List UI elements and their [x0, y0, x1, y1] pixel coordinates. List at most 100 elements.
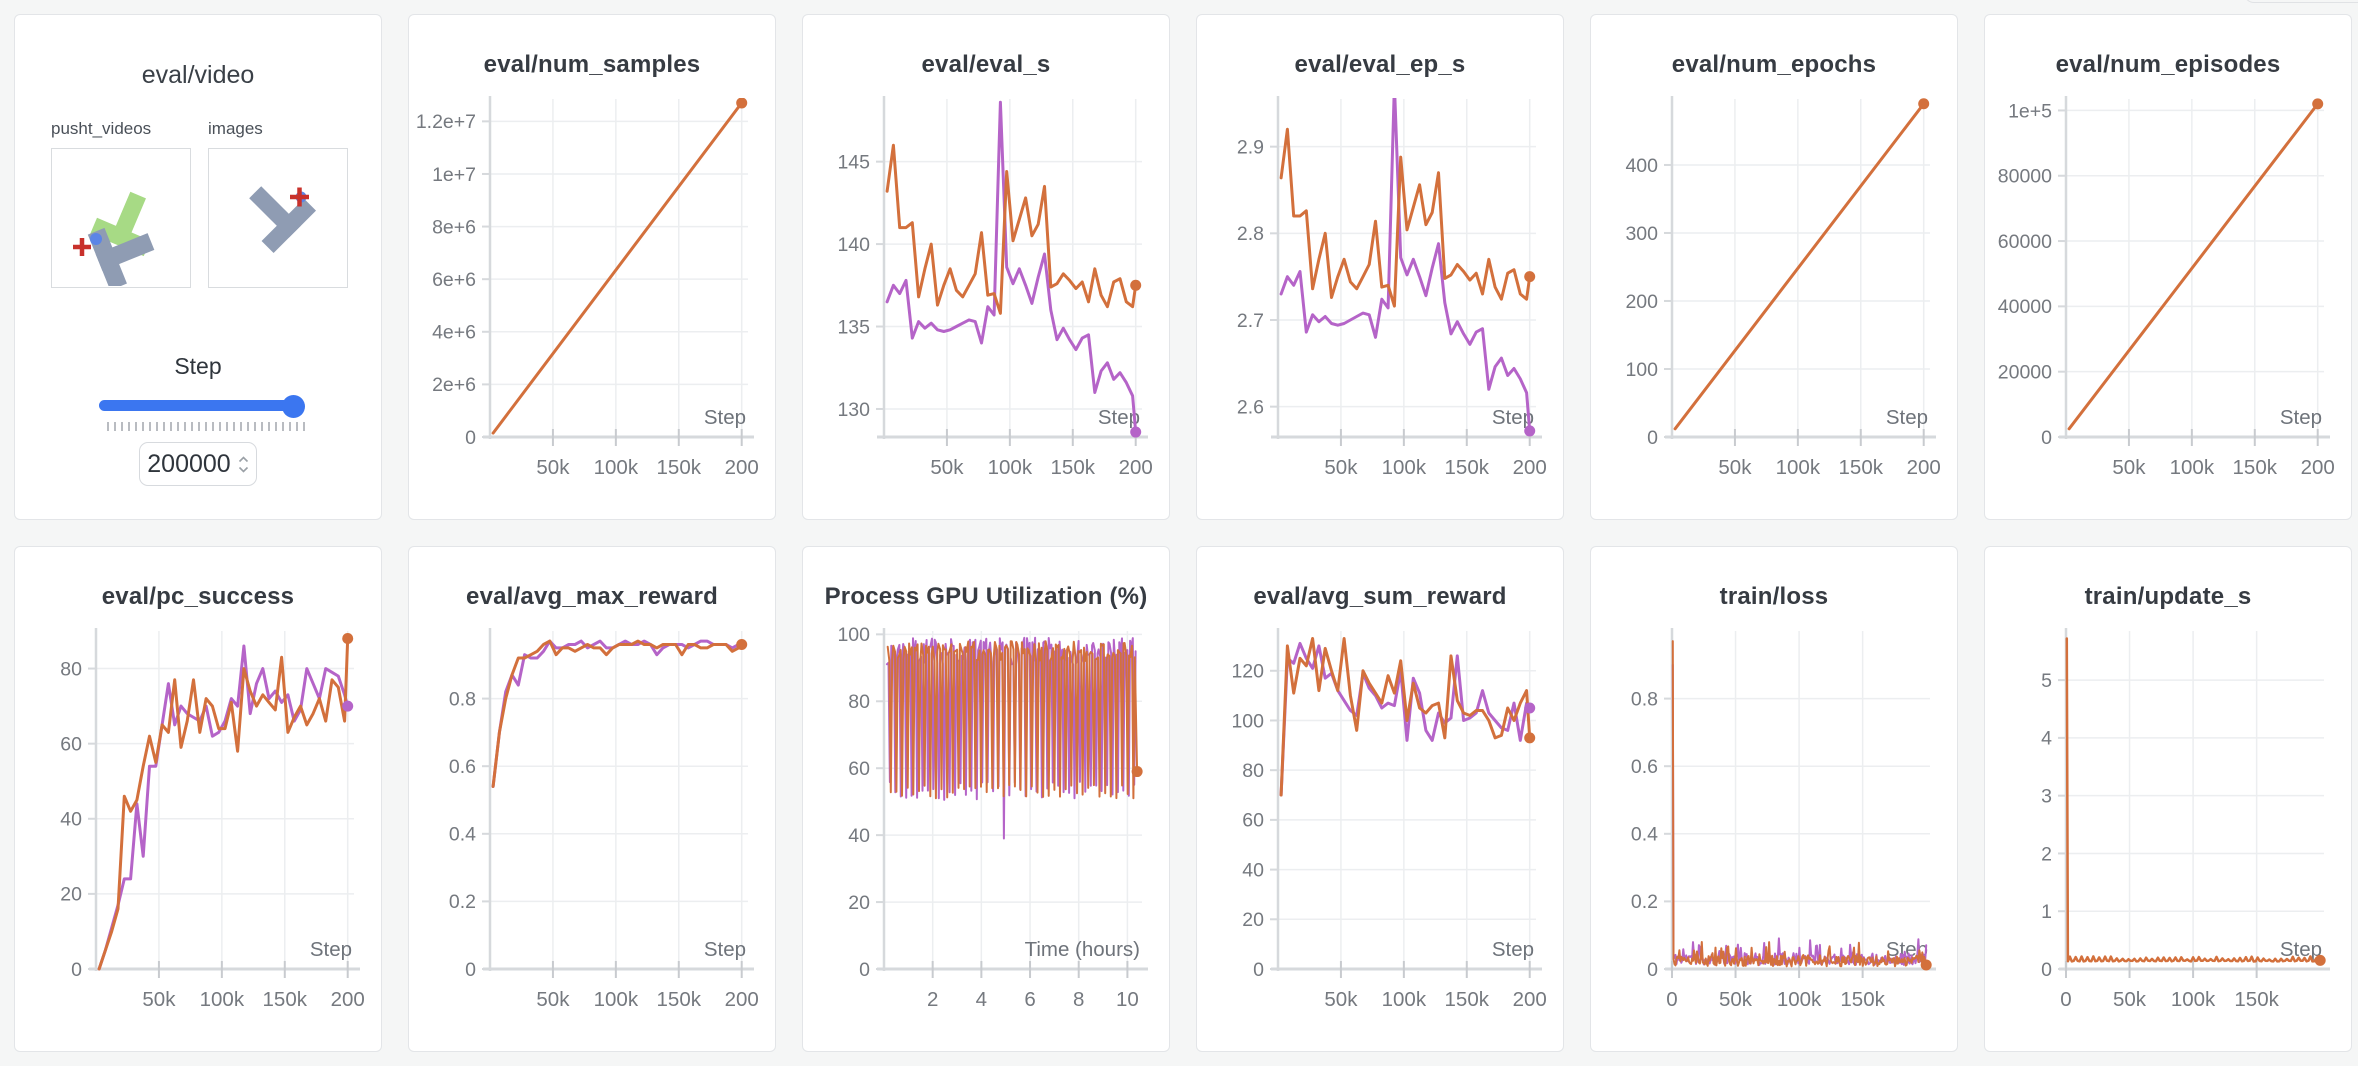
chart-canvas[interactable]: 0 20 40 60 80 50k 100k 150k 200 Step — [16, 619, 381, 1015]
x-axis-label: Time (hours) — [1024, 938, 1139, 961]
svg-text:1e+5: 1e+5 — [2008, 100, 2052, 122]
chart-canvas[interactable]: 0 20 40 60 80 100 2 4 6 8 10 Time (hours) — [804, 619, 1169, 1015]
chevron-up-icon[interactable] — [238, 455, 249, 463]
pusht-scene-video-frame — [73, 191, 155, 291]
chart-panel-eval-avg-sum-reward: eval/avg_sum_reward 0 20 40 60 80 100 120 50k 100… — [1196, 546, 1564, 1052]
svg-text:1: 1 — [2041, 901, 2052, 923]
chart-canvas[interactable]: 0 100 200 300 400 50k 100k 150k 200 Step — [1592, 87, 1957, 483]
media-label: images — [208, 119, 263, 138]
svg-text:0.8: 0.8 — [448, 688, 475, 710]
endpoint-dot-orange — [341, 633, 353, 645]
svg-text:200: 200 — [1512, 988, 1546, 1011]
chart-title: eval/pc_success — [101, 583, 295, 610]
svg-text:400: 400 — [1625, 155, 1658, 177]
x-axis-label: Step — [2279, 406, 2321, 429]
svg-text:0: 0 — [1666, 988, 1677, 1011]
svg-text:130: 130 — [837, 399, 870, 421]
svg-text:200: 200 — [1625, 291, 1658, 313]
svg-text:50k: 50k — [1718, 456, 1752, 479]
svg-text:40: 40 — [848, 825, 870, 847]
chart-title: eval/num_episodes — [2055, 51, 2281, 78]
chart-title: eval/num_samples — [483, 51, 701, 78]
endpoint-dot-purple — [1129, 426, 1141, 438]
chart-title: train/loss — [1719, 583, 1829, 610]
image-thumbnail[interactable] — [208, 148, 348, 288]
chart-canvas[interactable]: 0 1 2 3 4 5 0 50k 100k 150k Step — [1986, 619, 2351, 1015]
svg-text:20: 20 — [848, 892, 870, 914]
chevron-down-icon[interactable] — [238, 466, 249, 473]
chart-panel-eval-num-epochs: eval/num_epochs 0 100 200 300 400 50k 100k 150k 2… — [1590, 14, 1958, 520]
svg-text:150k: 150k — [2234, 988, 2279, 1011]
endpoint-dot-orange — [2314, 954, 2326, 966]
svg-text:150k: 150k — [1444, 988, 1489, 1011]
svg-text:100k: 100k — [1775, 456, 1820, 479]
chart-canvas[interactable]: 0 0.2 0.4 0.6 0.8 50k 100k 150k 200 Step — [410, 619, 775, 1015]
chart-title: eval/eval_s — [921, 51, 1051, 78]
chart-canvas[interactable]: 130 135 140 145 50k 100k 150k 200 Step — [804, 87, 1169, 483]
chart-panel-train-loss: train/loss 0 0.2 0.4 0.6 0.8 0 50k 100k 150k Step — [1590, 546, 1958, 1052]
svg-text:80: 80 — [1242, 760, 1264, 782]
svg-text:135: 135 — [837, 316, 870, 338]
svg-text:60: 60 — [1242, 810, 1264, 832]
endpoint-dot-purple — [341, 700, 353, 712]
svg-text:0.8: 0.8 — [1630, 688, 1657, 710]
x-axis-label: Step — [1491, 406, 1533, 429]
chart-canvas[interactable]: 0 20000 40000 60000 80000 1e+5 50k 100k 150k 200 S… — [1986, 87, 2351, 483]
series-purple — [1279, 98, 1531, 433]
slider-track[interactable] — [99, 400, 301, 411]
endpoint-dot-orange — [1131, 766, 1143, 778]
svg-text:50k: 50k — [2113, 988, 2147, 1011]
chart-canvas[interactable]: 0 2e+6 4e+6 6e+6 8e+6 1e+7 1.2e+7 50k 100k 150k 20… — [410, 87, 775, 483]
media-row: pusht_videos — [51, 119, 348, 291]
series-orange — [1673, 102, 1925, 431]
pusht-scene-image — [249, 186, 317, 254]
svg-text:1e+7: 1e+7 — [432, 164, 476, 186]
svg-text:2e+6: 2e+6 — [432, 374, 476, 396]
endpoint-dot-orange — [1920, 959, 1932, 971]
svg-text:0: 0 — [465, 959, 476, 981]
svg-text:150k: 150k — [2232, 456, 2277, 479]
svg-text:4e+6: 4e+6 — [432, 322, 476, 344]
svg-text:0: 0 — [1253, 959, 1264, 981]
svg-text:150k: 150k — [1444, 456, 1489, 479]
chart-canvas[interactable]: 2.6 2.7 2.8 2.9 50k 100k 150k 200 Step — [1198, 87, 1563, 483]
svg-text:140: 140 — [837, 234, 870, 256]
svg-text:0.6: 0.6 — [448, 756, 475, 778]
chart-panel-eval-eval-s: eval/eval_s 130 135 140 145 50k 100k 150k 200 Ste… — [802, 14, 1170, 520]
media-pusht-videos: pusht_videos — [51, 119, 191, 291]
series-purple — [491, 639, 743, 788]
endpoint-dot-orange — [1523, 271, 1535, 283]
chart-panel-eval-pc-success: eval/pc_success 0 20 40 60 80 50k 100k 150k 200 St… — [14, 546, 382, 1052]
step-slider[interactable] — [99, 395, 307, 431]
step-slider-label: Step — [174, 353, 222, 379]
slider-thumb[interactable] — [282, 395, 305, 418]
svg-text:100k: 100k — [593, 456, 638, 479]
panel-grid: eval/video pusht_videos — [14, 14, 2352, 1052]
svg-text:200: 200 — [724, 988, 758, 1011]
svg-text:300: 300 — [1625, 223, 1658, 245]
endpoint-dot-purple — [1523, 425, 1535, 437]
series-orange — [2065, 637, 2321, 963]
video-thumbnail[interactable] — [51, 148, 191, 291]
series-orange — [1279, 127, 1531, 308]
svg-text:1.2e+7: 1.2e+7 — [415, 111, 475, 133]
x-axis-label: Step — [1097, 406, 1139, 429]
number-stepper[interactable] — [238, 455, 249, 473]
svg-text:50k: 50k — [1324, 456, 1358, 479]
step-number-input[interactable]: 200000 — [139, 442, 257, 486]
svg-text:8: 8 — [1073, 988, 1084, 1011]
series-orange — [1671, 640, 1927, 968]
series-orange — [491, 101, 743, 435]
media-label: pusht_videos — [51, 119, 152, 138]
svg-text:200: 200 — [724, 456, 758, 479]
svg-text:10: 10 — [1115, 988, 1138, 1011]
svg-text:50k: 50k — [1719, 988, 1753, 1011]
chart-canvas[interactable]: 0 20 40 60 80 100 120 50k 100k 150k 200 Step — [1198, 619, 1563, 1015]
slider-ticks — [107, 422, 307, 431]
svg-text:50k: 50k — [1324, 988, 1358, 1011]
svg-text:50k: 50k — [930, 456, 964, 479]
svg-text:4: 4 — [2041, 728, 2052, 750]
video-panel-title: eval/video — [141, 61, 255, 89]
svg-text:120: 120 — [1231, 661, 1264, 683]
